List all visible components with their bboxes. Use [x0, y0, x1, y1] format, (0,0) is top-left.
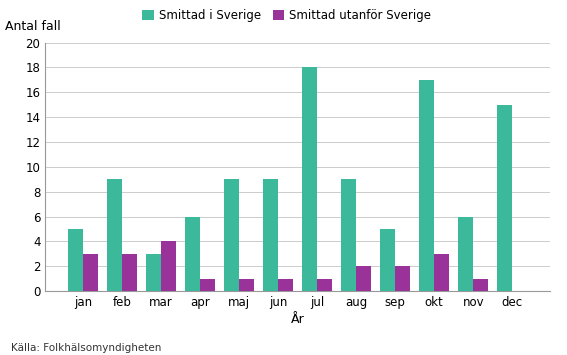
Bar [317, 279, 332, 291]
Text: Antal fall: Antal fall [5, 20, 61, 33]
Bar [146, 254, 161, 291]
Bar [341, 179, 356, 291]
Bar [185, 217, 200, 291]
Bar [263, 179, 278, 291]
Bar [278, 279, 293, 291]
Bar [434, 254, 449, 291]
Bar [83, 254, 98, 291]
Bar [497, 105, 512, 291]
Bar [380, 229, 395, 291]
Bar [458, 217, 473, 291]
Bar [161, 241, 176, 291]
X-axis label: År: År [291, 313, 304, 326]
Bar [239, 279, 254, 291]
Bar [200, 279, 215, 291]
Bar [107, 179, 122, 291]
Bar [356, 266, 371, 291]
Text: Källa: Folkhälsomyndigheten: Källa: Folkhälsomyndigheten [11, 343, 162, 354]
Legend: Smittad i Sverige, Smittad utanför Sverige: Smittad i Sverige, Smittad utanför Sveri… [142, 9, 431, 22]
Bar [395, 266, 410, 291]
Bar [420, 80, 434, 291]
Bar [68, 229, 83, 291]
Bar [122, 254, 137, 291]
Bar [302, 67, 317, 291]
Bar [225, 179, 239, 291]
Bar [473, 279, 488, 291]
